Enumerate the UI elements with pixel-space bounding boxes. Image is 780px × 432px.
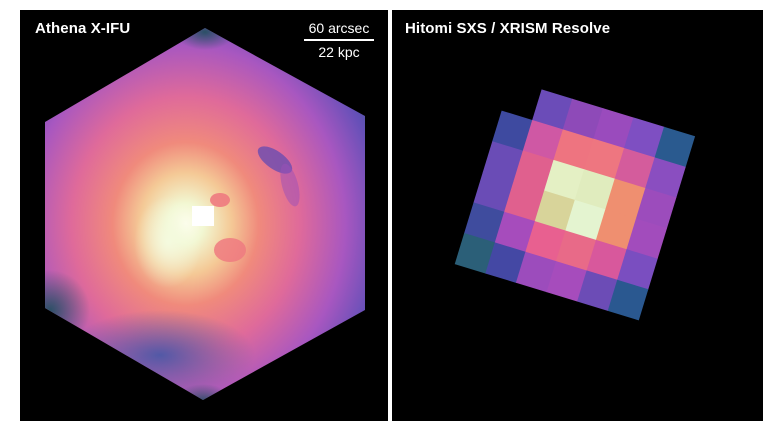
resolve-pixel: [543, 159, 585, 201]
resolve-pixel: [492, 110, 533, 152]
resolve-pixel: [607, 279, 649, 321]
resolve-pixel: [583, 138, 625, 180]
resolve-pixel: [614, 148, 656, 189]
scale-bar-arcsec-label: 60 arcsec: [308, 20, 370, 36]
athena-xifu-title: Athena X-IFU: [35, 20, 131, 37]
resolve-pixel: [464, 202, 505, 243]
resolve-pixel: [623, 117, 665, 159]
resolve-pixel: [635, 187, 677, 229]
resolve-pixel: [494, 211, 536, 253]
resolve-pixel: [645, 157, 686, 198]
resolve-pixel: [654, 126, 696, 168]
resolve-pixel: [534, 190, 576, 232]
resolve-pixel: [473, 171, 515, 213]
resolve-pixel: [522, 119, 564, 161]
resolve-pixel: [553, 129, 594, 170]
resolve-pixel: [586, 239, 628, 281]
hitomi-xrism-title: Hitomi SXS / XRISM Resolve: [405, 20, 611, 37]
xifu-hexagon-map: [45, 28, 365, 400]
scale-bar-kpc-label: 22 kpc: [318, 43, 360, 60]
resolve-pixel-grid: [454, 89, 696, 321]
resolve-pixel: [532, 89, 573, 130]
athena-xifu-panel: Athena X-IFU 60 arcsec 22 kpc: [20, 10, 388, 421]
scale-bar: 60 arcsec 22 kpc: [304, 20, 374, 60]
hitomi-xrism-panel: Hitomi SXS / XRISM Resolve: [392, 10, 763, 421]
resolve-pixel: [454, 233, 496, 274]
resolve-pixel: [513, 150, 554, 192]
resolve-pixel: [562, 98, 604, 140]
resolve-pixel: [515, 251, 557, 293]
resolve-pixel: [577, 270, 618, 312]
resolve-pixel: [617, 249, 658, 290]
resolve-pixel: [593, 108, 634, 149]
resolve-pixel: [574, 169, 616, 210]
resolve-pixel: [525, 221, 566, 262]
resolve-pixel: [626, 218, 668, 260]
resolve-pixel: [485, 242, 526, 283]
resolve-pixel: [546, 261, 588, 302]
resolve-pixel: [565, 199, 606, 241]
resolve-pixel: [504, 181, 545, 222]
resolve-pixel: [482, 141, 524, 182]
scale-bar-line: [304, 39, 374, 41]
resolve-pixel: [605, 178, 646, 220]
resolve-pixel: [595, 209, 637, 250]
resolve-pixel: [555, 230, 597, 272]
